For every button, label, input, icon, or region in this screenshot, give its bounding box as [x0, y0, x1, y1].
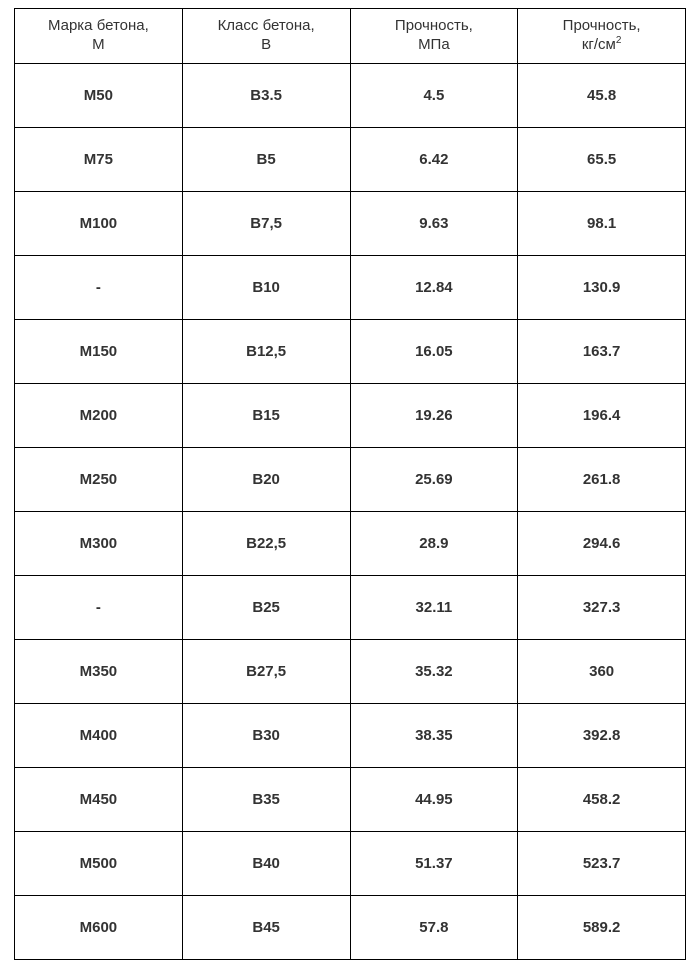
- cell-mark: М400: [15, 704, 183, 768]
- table-row: М50 В3.5 4.5 45.8: [15, 64, 686, 128]
- cell-mpa: 25.69: [350, 448, 518, 512]
- cell-mpa: 57.8: [350, 896, 518, 960]
- cell-mpa: 38.35: [350, 704, 518, 768]
- cell-kgcm2: 45.8: [518, 64, 686, 128]
- table-row: М350 В27,5 35.32 360: [15, 640, 686, 704]
- table-body: М50 В3.5 4.5 45.8 М75 В5 6.42 65.5 М100 …: [15, 64, 686, 960]
- cell-kgcm2: 163.7: [518, 320, 686, 384]
- cell-kgcm2: 327.3: [518, 576, 686, 640]
- cell-class: В27,5: [182, 640, 350, 704]
- concrete-strength-table: Марка бетона, М Класс бетона, В Прочност…: [14, 8, 686, 960]
- col-header-line2-prefix: кг/см: [582, 36, 616, 53]
- col-header-line1: Прочность,: [395, 17, 473, 34]
- cell-mark: -: [15, 576, 183, 640]
- table-row: М250 В20 25.69 261.8: [15, 448, 686, 512]
- cell-class: В5: [182, 128, 350, 192]
- cell-kgcm2: 65.5: [518, 128, 686, 192]
- cell-kgcm2: 392.8: [518, 704, 686, 768]
- col-header-line2: М: [92, 36, 105, 53]
- col-header-strength-mpa: Прочность, МПа: [350, 9, 518, 64]
- table-row: М300 В22,5 28.9 294.6: [15, 512, 686, 576]
- cell-mark: М450: [15, 768, 183, 832]
- cell-mark: М200: [15, 384, 183, 448]
- table-row: М400 В30 38.35 392.8: [15, 704, 686, 768]
- table-row: М75 В5 6.42 65.5: [15, 128, 686, 192]
- cell-class: В40: [182, 832, 350, 896]
- cell-mark: М150: [15, 320, 183, 384]
- cell-class: В45: [182, 896, 350, 960]
- cell-mark: М350: [15, 640, 183, 704]
- table-row: М150 В12,5 16.05 163.7: [15, 320, 686, 384]
- cell-mark: М250: [15, 448, 183, 512]
- cell-kgcm2: 523.7: [518, 832, 686, 896]
- table-header-row: Марка бетона, М Класс бетона, В Прочност…: [15, 9, 686, 64]
- table-row: М100 В7,5 9.63 98.1: [15, 192, 686, 256]
- cell-class: В20: [182, 448, 350, 512]
- col-header-line2: В: [261, 36, 271, 53]
- cell-mark: -: [15, 256, 183, 320]
- cell-mpa: 51.37: [350, 832, 518, 896]
- cell-mpa: 32.11: [350, 576, 518, 640]
- cell-kgcm2: 130.9: [518, 256, 686, 320]
- cell-kgcm2: 261.8: [518, 448, 686, 512]
- table-row: М500 В40 51.37 523.7: [15, 832, 686, 896]
- col-header-line1: Марка бетона,: [48, 17, 149, 34]
- cell-kgcm2: 294.6: [518, 512, 686, 576]
- cell-mark: М500: [15, 832, 183, 896]
- cell-mpa: 19.26: [350, 384, 518, 448]
- cell-mpa: 12.84: [350, 256, 518, 320]
- cell-kgcm2: 589.2: [518, 896, 686, 960]
- cell-mark: М50: [15, 64, 183, 128]
- table-row: - В25 32.11 327.3: [15, 576, 686, 640]
- cell-mpa: 6.42: [350, 128, 518, 192]
- cell-mpa: 28.9: [350, 512, 518, 576]
- cell-kgcm2: 458.2: [518, 768, 686, 832]
- col-header-line1: Класс бетона,: [218, 17, 315, 34]
- cell-mark: М100: [15, 192, 183, 256]
- table-row: - В10 12.84 130.9: [15, 256, 686, 320]
- cell-class: В7,5: [182, 192, 350, 256]
- cell-mark: М75: [15, 128, 183, 192]
- table-header: Марка бетона, М Класс бетона, В Прочност…: [15, 9, 686, 64]
- cell-class: В35: [182, 768, 350, 832]
- cell-kgcm2: 98.1: [518, 192, 686, 256]
- cell-mark: М600: [15, 896, 183, 960]
- cell-class: В10: [182, 256, 350, 320]
- cell-class: В25: [182, 576, 350, 640]
- col-header-class: Класс бетона, В: [182, 9, 350, 64]
- col-header-strength-kgcm2: Прочность, кг/см2: [518, 9, 686, 64]
- cell-class: В12,5: [182, 320, 350, 384]
- table-row: М200 В15 19.26 196.4: [15, 384, 686, 448]
- cell-mark: М300: [15, 512, 183, 576]
- cell-class: В3.5: [182, 64, 350, 128]
- cell-class: В15: [182, 384, 350, 448]
- col-header-line2-sup: 2: [616, 35, 622, 46]
- cell-class: В22,5: [182, 512, 350, 576]
- cell-class: В30: [182, 704, 350, 768]
- cell-kgcm2: 360: [518, 640, 686, 704]
- col-header-line1: Прочность,: [563, 17, 641, 34]
- col-header-mark: Марка бетона, М: [15, 9, 183, 64]
- cell-mpa: 44.95: [350, 768, 518, 832]
- cell-mpa: 4.5: [350, 64, 518, 128]
- cell-kgcm2: 196.4: [518, 384, 686, 448]
- table-row: М600 В45 57.8 589.2: [15, 896, 686, 960]
- cell-mpa: 16.05: [350, 320, 518, 384]
- cell-mpa: 35.32: [350, 640, 518, 704]
- col-header-line2: МПа: [418, 36, 450, 53]
- cell-mpa: 9.63: [350, 192, 518, 256]
- table-row: М450 В35 44.95 458.2: [15, 768, 686, 832]
- page: Марка бетона, М Класс бетона, В Прочност…: [0, 0, 700, 968]
